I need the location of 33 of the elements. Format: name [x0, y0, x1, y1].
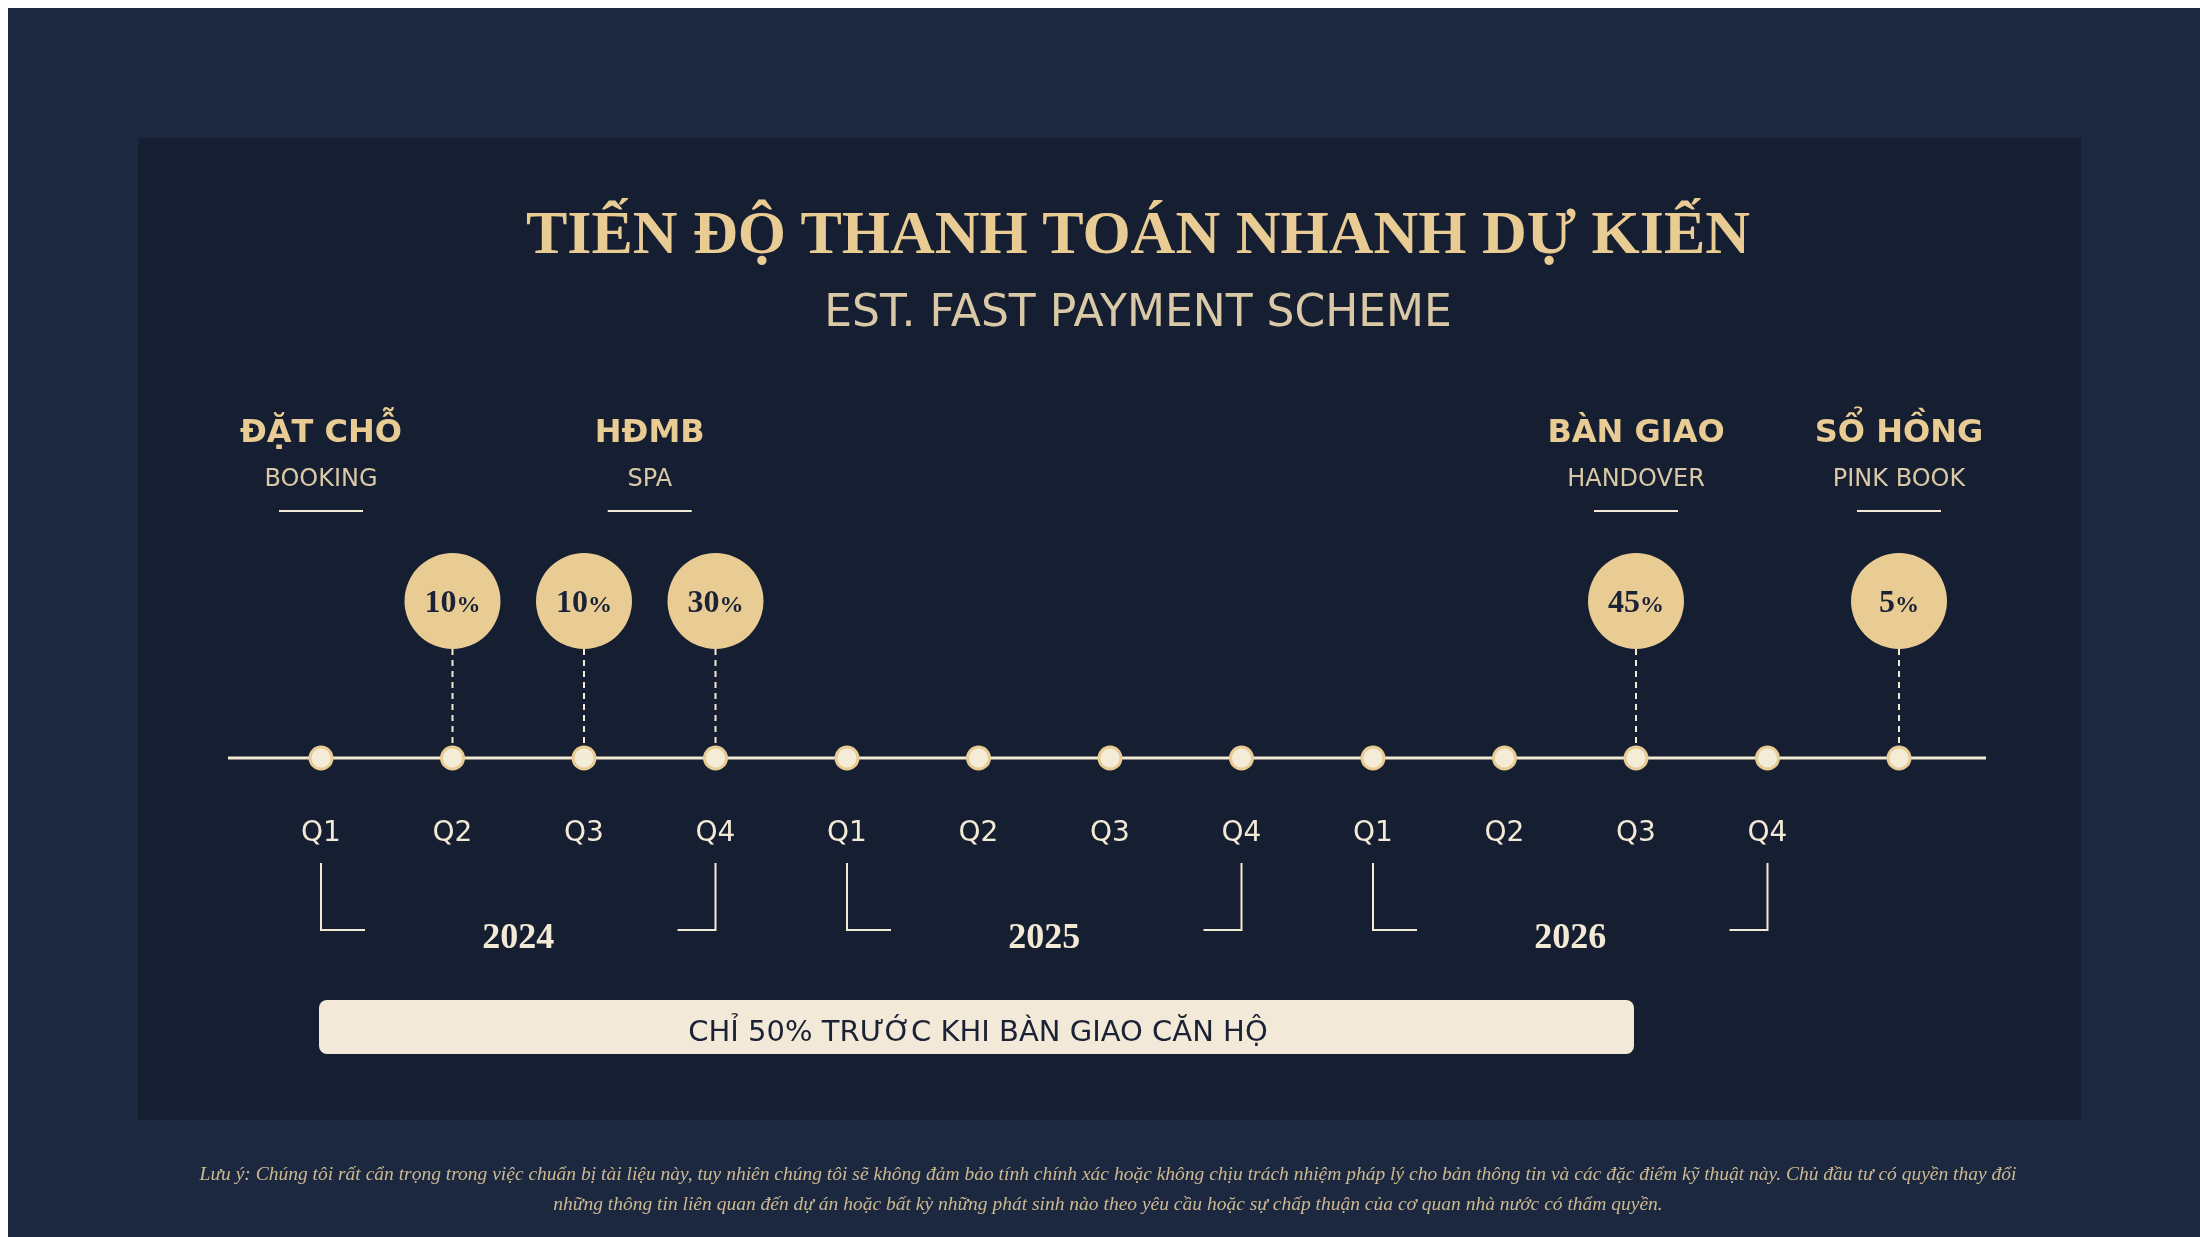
text: SỔ HỒNG [1814, 406, 1984, 450]
text: 2024 [482, 916, 555, 956]
category-label: Q1 [301, 815, 341, 848]
text: những thông tin liên quan đến dự án hoặc bất kỳ những phát sinh nào theo yêu cầu hoặc sự chấp thuận của cơ quan nhà nước có thẩm quyền. [553, 1193, 1663, 1214]
data-label: 10% [556, 583, 612, 619]
text: SPA [627, 464, 673, 492]
text: BOOKING [264, 464, 378, 492]
category-label: Q2 [1484, 815, 1525, 848]
category-label: Q4 [1221, 815, 1262, 848]
data-label: 30% [687, 583, 744, 619]
text: BÀN GIAO [1547, 412, 1725, 450]
category-label: Q2 [958, 815, 999, 848]
category-label: Q4 [695, 815, 736, 848]
category-label: Q1 [827, 815, 867, 848]
text: TIẾN ĐỘ THANH TOÁN NHANH DỰ KIẾN [525, 198, 1751, 266]
text: HANDOVER [1567, 464, 1705, 492]
data-label: 5% [1879, 583, 1919, 619]
category-label: Q2 [432, 815, 473, 848]
text: PINK BOOK [1832, 464, 1967, 492]
category-label: Q1 [1353, 815, 1393, 848]
text: 2025 [1008, 916, 1081, 956]
text: HĐMB [594, 412, 705, 450]
text: EST. FAST PAYMENT SCHEME [824, 285, 1452, 336]
category-label: Q3 [564, 815, 604, 848]
category-label: Q4 [1747, 815, 1788, 848]
category-label: Q3 [1090, 815, 1130, 848]
text: Lưu ý: Chúng tôi rất cẩn trọng trong việc chuẩn bị tài liệu này, tuy nhiên chúng tôi sẽ không đảm bảo tính chính xác hoặc không chịu trách nhiệm pháp lý cho bản thông tin và các đặc điểm kỹ thuật này. Chủ đầu tư có quyền thay đổi [198, 1163, 2017, 1184]
category-label: Q3 [1616, 815, 1656, 848]
text: ĐẶT CHỖ [239, 407, 403, 450]
text: 2026 [1534, 916, 1607, 956]
data-label: 10% [424, 583, 481, 619]
data-label: 45% [1608, 583, 1664, 619]
text: CHỈ 50% TRƯỚC KHI BÀN GIAO CĂN HỘ [688, 1013, 1268, 1048]
